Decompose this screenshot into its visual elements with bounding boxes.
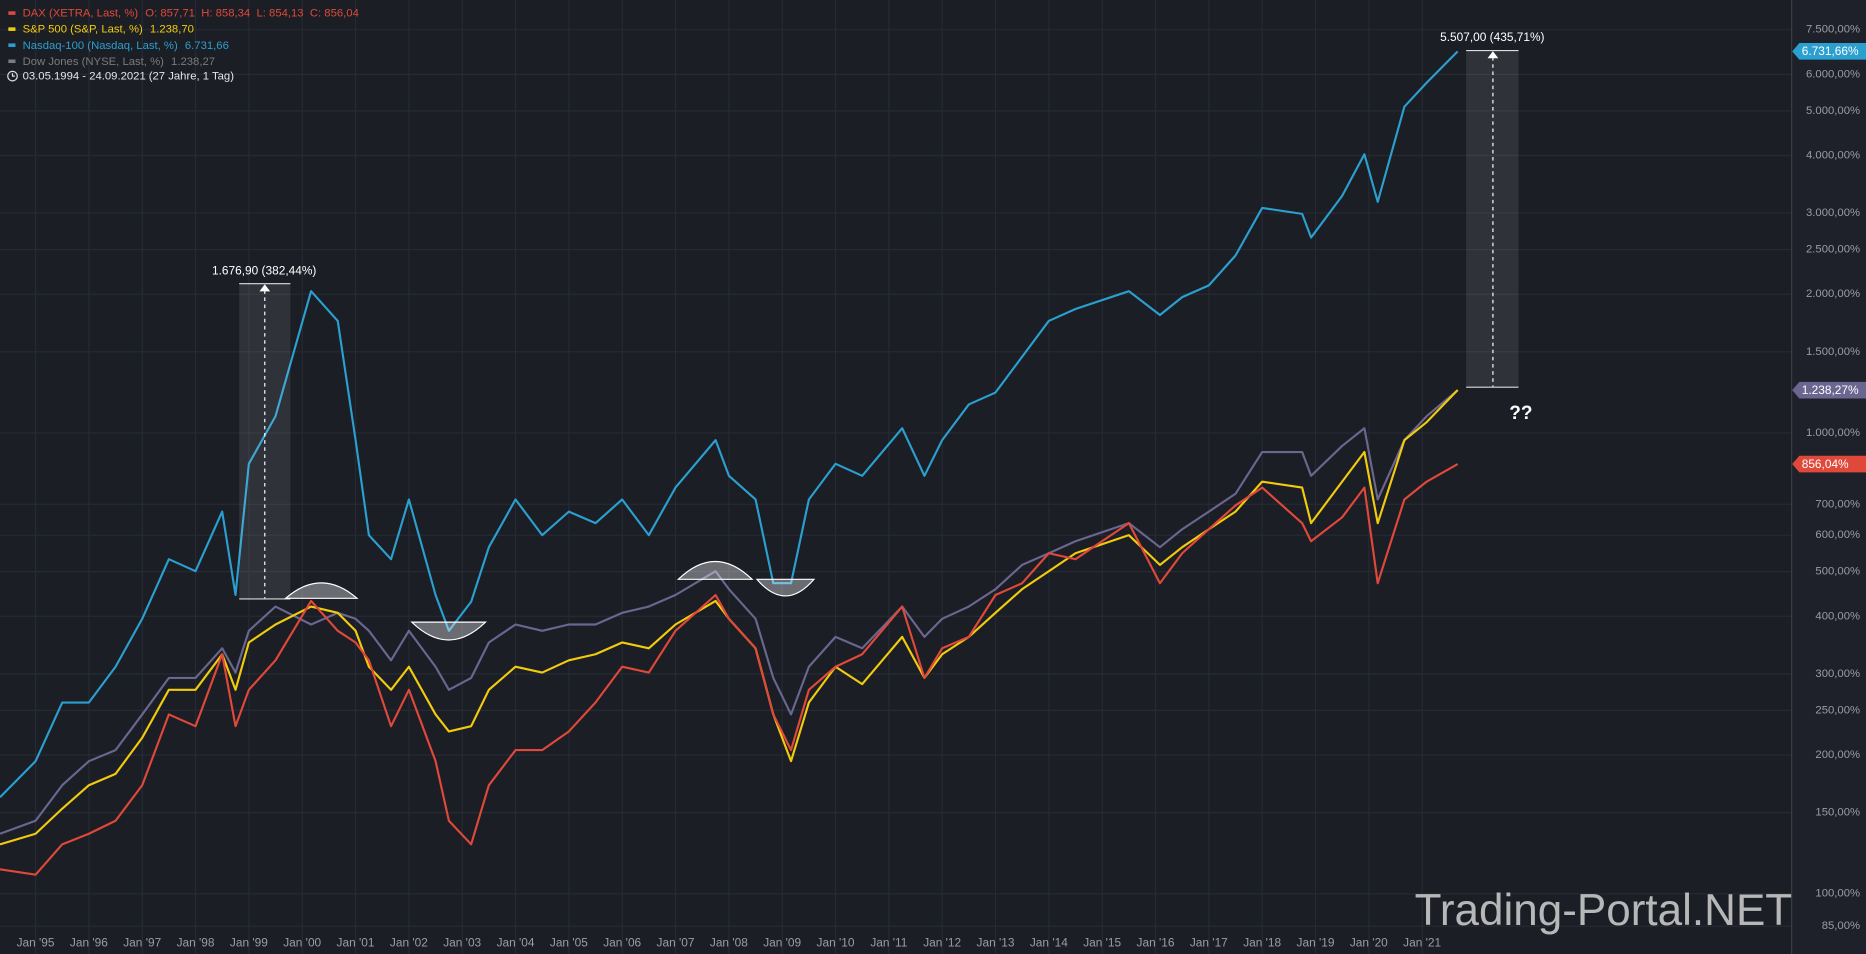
y-tick-label: 250,00% — [1815, 704, 1860, 716]
x-tick-label: Jan '10 — [817, 935, 855, 949]
clock-icon — [7, 70, 18, 82]
x-tick-label: Jan '03 — [443, 935, 481, 949]
annotation: 1.676,90 (382,44%) — [212, 263, 316, 277]
top-arc — [284, 582, 359, 599]
measure-arrow — [1487, 51, 1499, 59]
series-line — [0, 389, 1459, 835]
legend-value: 6.731,66 — [185, 40, 229, 52]
legend-value: 1.238,70 — [150, 24, 194, 36]
grid — [0, 0, 1792, 954]
measurement — [239, 49, 1519, 600]
price-badge-label: 1.238,27% — [1802, 383, 1859, 397]
legend-label: Dow Jones (NYSE, Last, %) — [23, 56, 165, 68]
plot — [0, 50, 1459, 876]
x-tick-label: Jan '16 — [1137, 935, 1175, 949]
x-tick-label: Jan '21 — [1403, 935, 1441, 949]
x-tick-label: Jan '12 — [923, 935, 961, 949]
x-tick-label: Jan '97 — [123, 935, 161, 949]
y-tick-label: 6.000,00% — [1806, 68, 1860, 80]
x-tick-label: Jan '15 — [1083, 935, 1121, 949]
x-tick-label: Jan '05 — [550, 935, 588, 949]
y-tick-label: 1.500,00% — [1806, 346, 1860, 358]
y-tick-label: 300,00% — [1815, 668, 1860, 680]
x-tick-label: Jan '14 — [1030, 935, 1068, 949]
bottom-arc — [410, 621, 488, 641]
legend-swatch — [8, 11, 16, 15]
x-tick-label: Jan '99 — [230, 935, 268, 949]
series-line — [0, 50, 1459, 798]
y-tick-label: 100,00% — [1815, 888, 1860, 900]
legend-label: S&P 500 (S&P, Last, %) — [23, 24, 143, 36]
x-tick-label: Jan '19 — [1297, 935, 1335, 949]
arcs — [284, 560, 816, 641]
bottom-arc — [755, 578, 816, 597]
legend-ohlc: O: 857,71 H: 858,34 L: 854,13 C: 856,04 — [145, 8, 359, 20]
y-tick-label: 500,00% — [1815, 566, 1860, 578]
legend-value: 1.238,27 — [171, 56, 215, 68]
x-tick-label: Jan '01 — [337, 935, 375, 949]
legend-label: Nasdaq-100 (Nasdaq, Last, %) — [23, 40, 178, 52]
x-tick-label: Jan '96 — [70, 935, 108, 949]
measure-arrow — [259, 284, 271, 292]
y-tick-label: 1.000,00% — [1806, 427, 1860, 439]
series-line — [0, 389, 1459, 846]
legend: DAX (XETRA, Last, %) O: 857,71 H: 858,34 … — [8, 8, 359, 68]
price-scale — [1791, 0, 1866, 954]
x-tick-label: Jan '13 — [977, 935, 1015, 949]
price-badge — [1792, 43, 1866, 60]
x-tick-label: Jan '17 — [1190, 935, 1228, 949]
badges: 856,04% 6.731,66% 1.238,27% — [1792, 43, 1866, 473]
x-tick-label: Jan '00 — [283, 935, 321, 949]
x-tick-label: Jan '11 — [870, 935, 907, 949]
y-tick-label: 4.000,00% — [1806, 149, 1860, 161]
price-badge-label: 6.731,66% — [1802, 44, 1859, 58]
y-tick-label: 150,00% — [1815, 807, 1860, 819]
y-tick-label: 400,00% — [1815, 610, 1860, 622]
y-tick-label: 7.500,00% — [1806, 24, 1860, 36]
y-tick-label: 2.500,00% — [1806, 244, 1860, 256]
top-arc — [676, 560, 754, 580]
duration-text: (27 Jahre, 1 Tag) — [149, 71, 234, 83]
y-tick-label: 85,00% — [1822, 920, 1860, 932]
x-tick-label: Jan '98 — [177, 935, 215, 949]
x-tick-label: Jan '20 — [1350, 935, 1388, 949]
date-range: 03.05.1994 - 24.09.2021 (27 Jahre, 1 Tag… — [7, 70, 234, 83]
clock-hands — [11, 73, 15, 77]
y-tick-label: 5.000,00% — [1806, 105, 1860, 117]
y-tick-label: 2.000,00% — [1806, 288, 1860, 300]
x-tick-label: Jan '18 — [1243, 935, 1281, 949]
price-badge — [1792, 381, 1866, 399]
y-tick-label: 600,00% — [1815, 529, 1860, 541]
x-tick-label: Jan '04 — [497, 935, 535, 949]
y-tick-label: 200,00% — [1815, 749, 1860, 761]
x-tick-label: Jan '02 — [390, 935, 428, 949]
legend-swatch — [8, 27, 16, 31]
y-tick-label: 700,00% — [1815, 498, 1860, 510]
annotation: 5.507,00 (435,71%) — [1440, 30, 1544, 44]
x-tick-label: Jan '95 — [17, 935, 55, 949]
price-badge — [1792, 455, 1866, 473]
annotation: ?? — [1509, 403, 1532, 424]
y-tick-label: 3.000,00% — [1806, 207, 1860, 219]
watermark: Trading-Portal.NET — [1415, 886, 1793, 935]
x-tick-label: Jan '09 — [763, 935, 801, 949]
legend-label: DAX (XETRA, Last, %) — [23, 8, 139, 20]
date-range-text: 03.05.1994 - 24.09.2021 — [23, 71, 146, 83]
series-line — [0, 463, 1459, 876]
legend-swatch — [8, 43, 16, 47]
legend-swatch — [8, 59, 16, 64]
x-tick-label: Jan '07 — [657, 935, 695, 949]
x-tick-label: Jan '08 — [710, 935, 748, 949]
price-badge-label: 856,04% — [1802, 457, 1849, 471]
x-tick-label: Jan '06 — [603, 935, 641, 949]
